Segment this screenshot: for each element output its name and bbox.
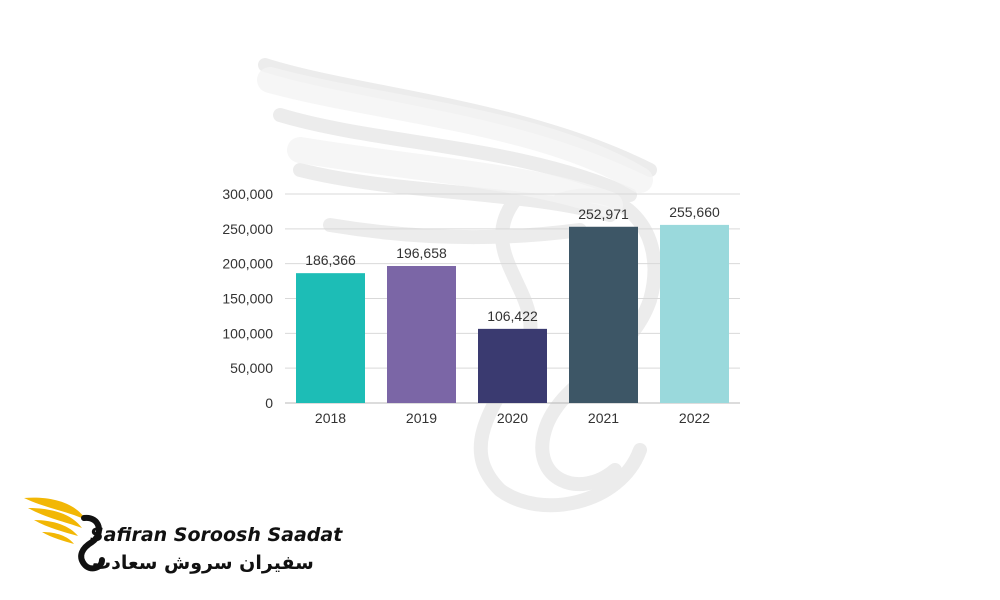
swan-icon [78,514,105,572]
bar-2022 [660,224,729,403]
y-tick-label: 200,000 [222,256,273,272]
data-label: 186,366 [305,252,356,268]
data-label: 255,660 [669,204,720,220]
bar-2021 [569,226,638,403]
data-label: 106,422 [487,308,538,324]
logo-name-persian: سفیران سروش سعادت [92,552,314,574]
brand-logo: Safiran Soroosh Saadat سفیران سروش سعادت [20,490,342,585]
bar-2019 [387,265,456,403]
x-tick-label: 2021 [588,410,619,426]
x-tick-label: 2022 [679,410,710,426]
x-axis-ticks: 2018 2019 2020 2021 2022 [315,410,710,426]
y-tick-label: 250,000 [222,221,273,237]
bar-2020 [478,328,547,403]
y-tick-label: 150,000 [222,291,273,307]
y-tick-label: 300,000 [222,186,273,202]
x-tick-label: 2019 [406,410,437,426]
data-label: 252,971 [578,206,629,222]
bar-2018 [296,273,365,403]
y-tick-label: 50,000 [230,360,273,376]
y-tick-label: 100,000 [222,325,273,341]
logo-name-english: Safiran Soroosh Saadat [90,524,343,546]
golden-wing-icon [24,497,105,572]
y-tick-label: 0 [265,395,273,411]
data-labels: 186,366 196,658 106,422 252,971 255,660 [305,204,720,324]
data-label: 196,658 [396,245,447,261]
x-tick-label: 2020 [497,410,528,426]
bars [296,224,729,403]
x-tick-label: 2018 [315,410,346,426]
y-axis-ticks: 0 50,000 100,000 150,000 200,000 250,000 300,0… [222,186,273,411]
